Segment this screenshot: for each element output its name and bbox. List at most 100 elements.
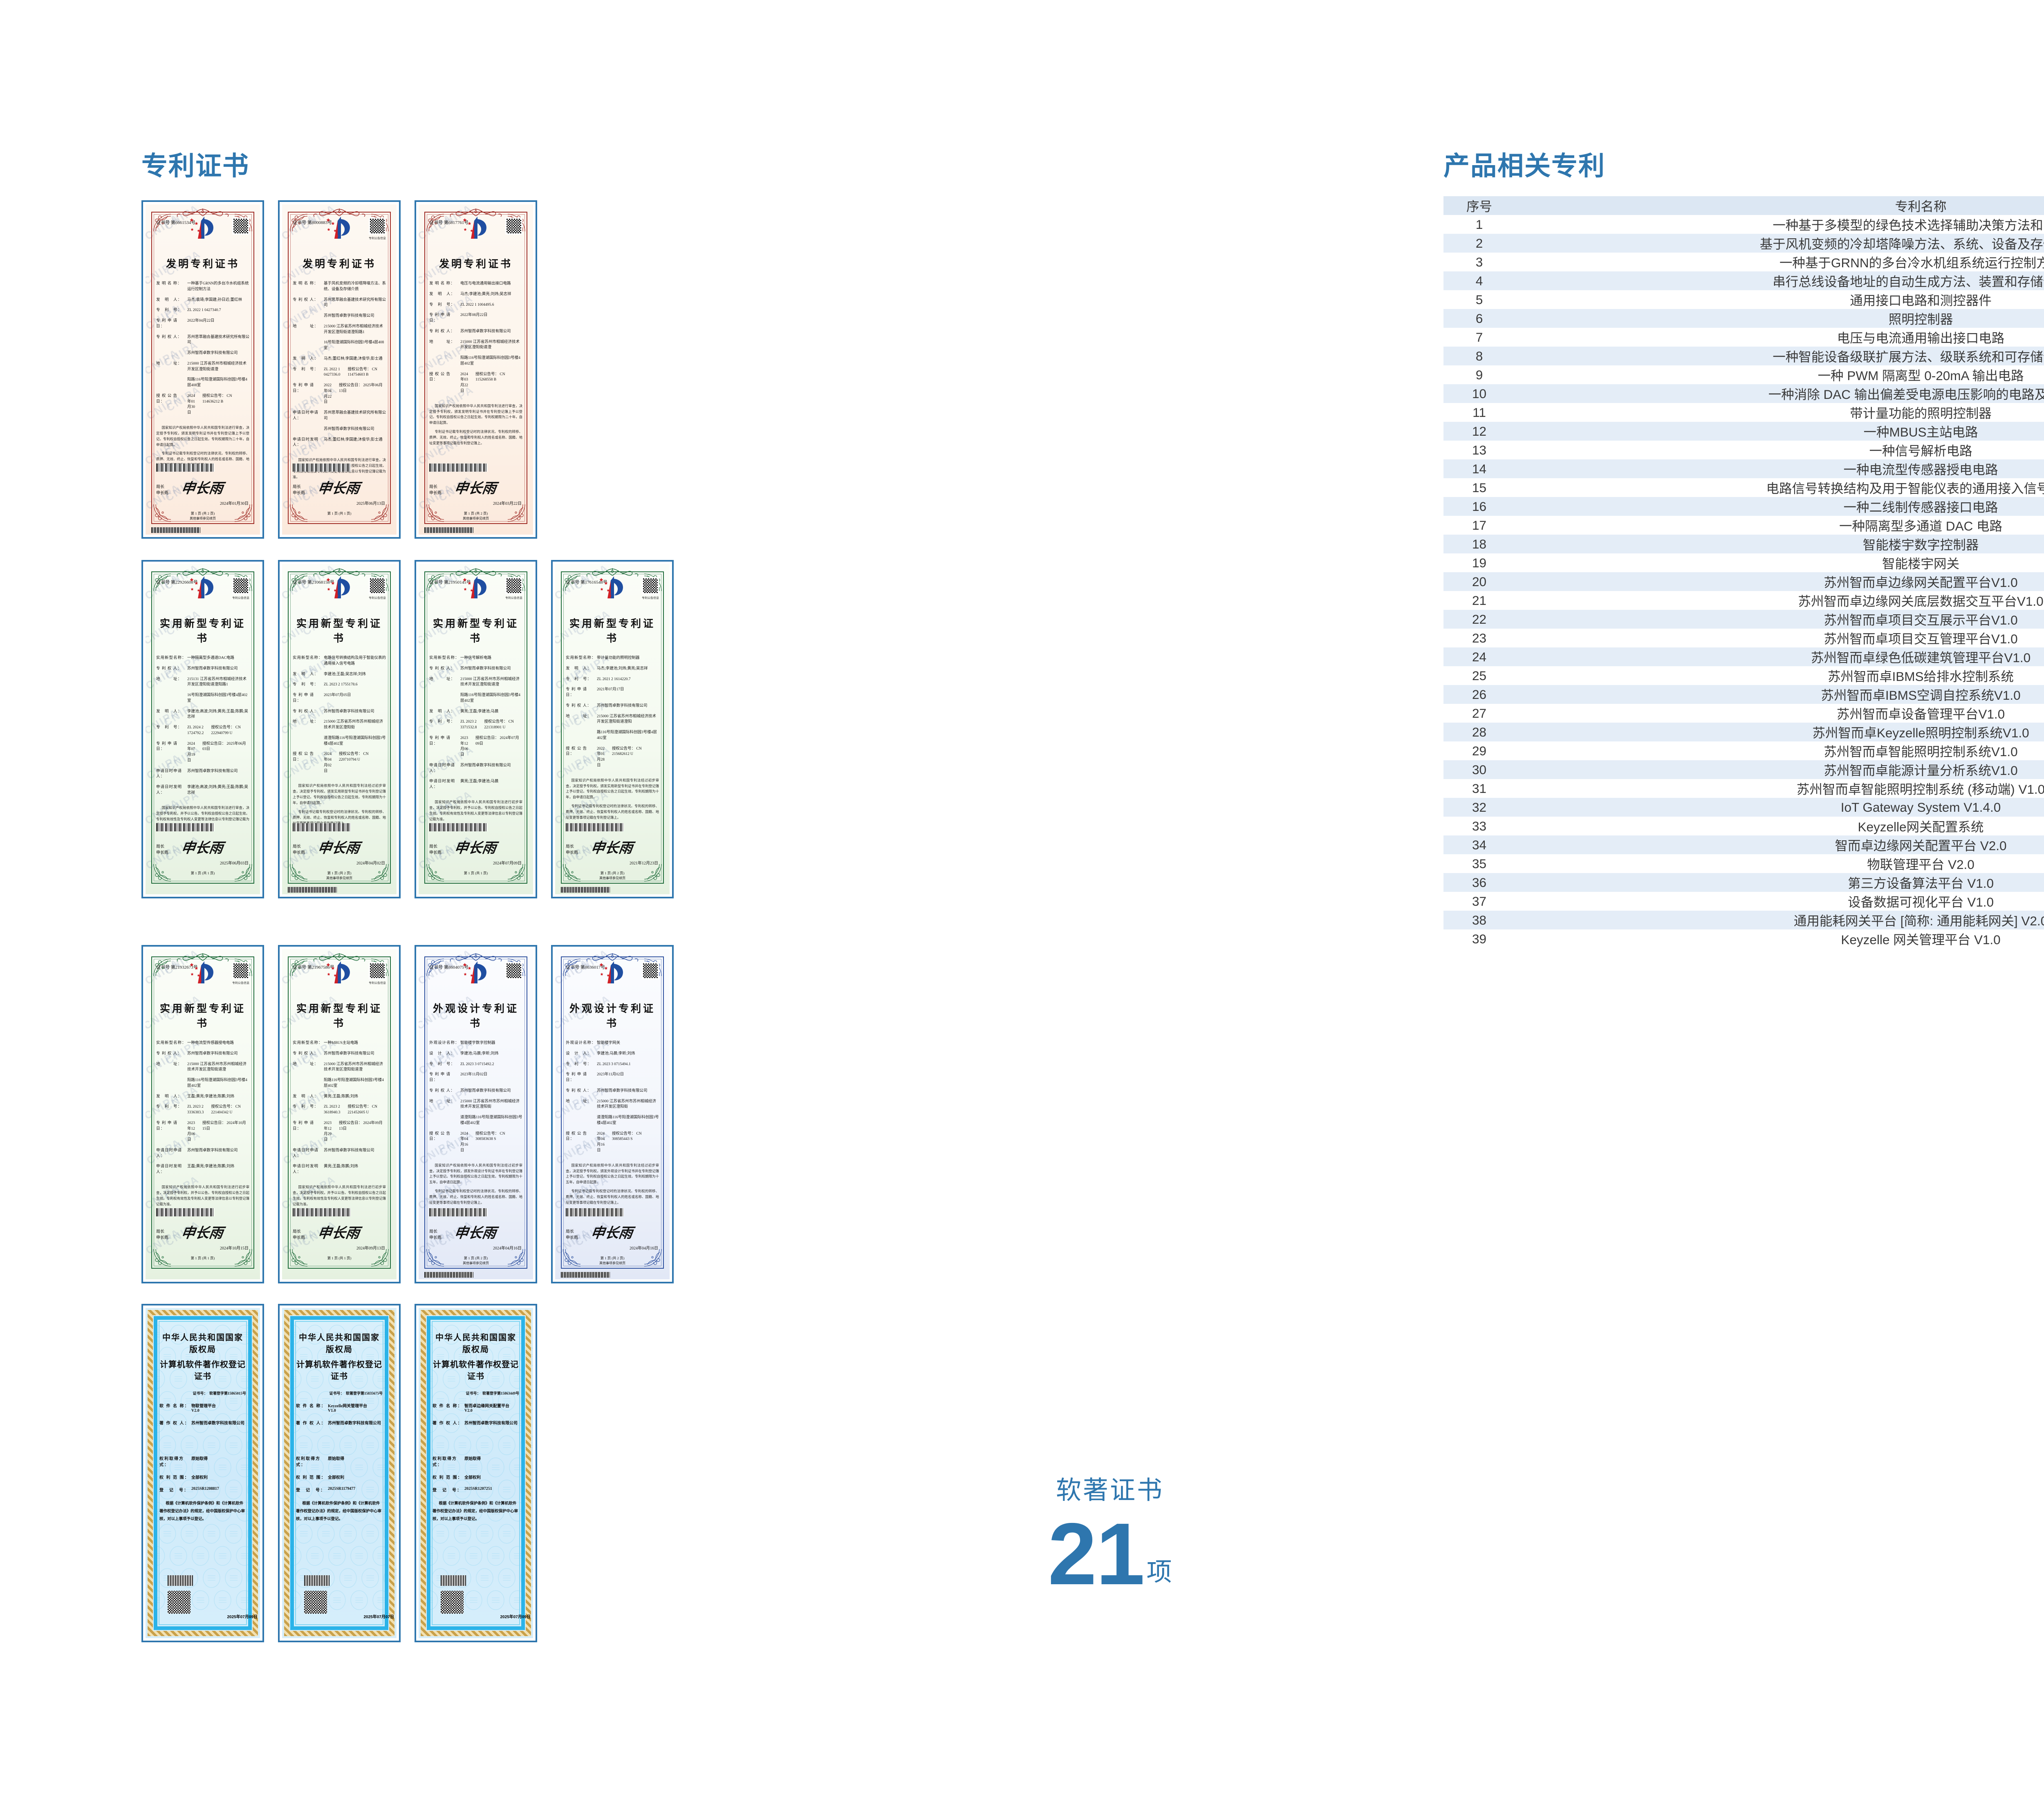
cert-field-key [566, 730, 597, 741]
certificate-card[interactable]: CNIPA CNIPA CNIPA CNIPA CNIPA CNIPA CNIPA CNIPA… [278, 945, 401, 1283]
cert-legal-paragraph: 国家知识产权局依照中华人民共和国专利法经过初步审查，决定授予专利权，颁发外观设计… [429, 1163, 522, 1184]
certificate-legal-text: 国家知识产权局依照中华人民共和国专利法进行审查，决定授予专利权，颁发发明专利证书… [429, 403, 522, 446]
ornament-corner-icon [507, 864, 525, 882]
cert-field-spacer [159, 1426, 246, 1449]
frame-cyan-band [290, 1316, 388, 1630]
certificate-page-note: 第 1 页 (共 1 页) [191, 1256, 215, 1260]
issue-date: 2024年10月15日 [220, 1246, 249, 1251]
cell-patent-name: 第三方设备算法平台 V1.0 [1847, 876, 1994, 891]
cert-field-value: 2025SR1208817 [191, 1487, 219, 1491]
certificate-number: 证书号： 软著登字第15863449号 [466, 1391, 519, 1395]
qr-code-icon [369, 217, 386, 235]
certificate-fields: 外观设计名称： 智能楼宇数字控制器设 计 人： 李建池;马晨;李昕;刘炜专 利 号：… [429, 1041, 522, 1154]
certificate-card[interactable]: CNIPA CNIPA CNIPA CNIPA CNIPA CNIPA CNIPA CNIPA… [141, 560, 264, 898]
certificate-header: 证书号 第22926608号 专利公告信息 [156, 575, 249, 615]
qr-code-caption: 专利公告信息 [369, 596, 386, 600]
cert-field-value: 李建池;马晨;李昕;刘炜 [460, 1051, 499, 1056]
cert-field-value: ZL 2023 3 0715492.2 [460, 1062, 494, 1066]
certificate-card[interactable]: CNIPA CNIPA CNIPA CNIPA CNIPA CNIPA CNIPA CNIPA… [415, 200, 537, 539]
cell-index: 18 [1472, 536, 1487, 551]
ornament-corner-icon [371, 504, 389, 522]
cert-field-value: 2023年12月29日 [324, 1121, 332, 1142]
certificate-card[interactable]: CNIPA CNIPA CNIPA CNIPA CNIPA CNIPA CNIPA CNIPA… [141, 945, 264, 1283]
cert-field: 申请日时发明人： 王磊;黄亮;李建池;陈鹏;刘炜 [156, 1164, 249, 1176]
signer-name: 申长雨 [566, 851, 578, 855]
cert-field-value-secondary: 授权公告日： 2024年10月15日 [202, 1121, 246, 1131]
cert-field-value: 2023年11月02日 [597, 1073, 624, 1077]
cert-field-value: 苏州智而卓数字科技有限公司 [460, 1088, 511, 1093]
issue-date: 2025年07月07日 [363, 1615, 394, 1619]
cert-field-key: 设 计 人： [566, 1051, 592, 1056]
cert-field: 外观设计名称： 智能楼宇数字控制器 [429, 1041, 522, 1046]
table-row: 11带计量功能的照明控制器实用新型 [1443, 403, 2044, 422]
cert-field-value: 道澄阳路116号阳澄湖国际科创园3号楼4层402室 [324, 736, 386, 746]
issue-date: 2024年04月16日 [493, 1246, 522, 1251]
certificate-number: 证书号 第6817761号 [429, 220, 469, 225]
ornament-flourish-icon [450, 208, 502, 217]
handwritten-signature: 申长雨 [316, 1225, 361, 1241]
certificate-continuation-note: 其他事项参见续页 [599, 876, 625, 880]
cert-field: 授 权 公 告 日： 2024年01月30日 授权公告号： CN 114636212… [156, 394, 249, 416]
certificate-fields: 发 明 名 称： 电压与电流通用输出接口电路发 明 人： 马杰;李建池;黄亮;刘炜;… [429, 281, 522, 394]
cert-field-key [566, 1115, 597, 1126]
certificate-card[interactable]: 中华人民共和国国家版权局 计算机软件著作权登记证书 证书号： 软著登字第158634… [415, 1304, 537, 1642]
signature-block: 局长 申长雨 [429, 844, 442, 856]
ornament-flourish-icon [313, 208, 365, 217]
certificate-ornamental-frame [561, 568, 664, 884]
certificate-title-line2: 计算机软件著作权登记证书 [296, 1360, 382, 1381]
cell-index: 27 [1472, 705, 1487, 721]
certificate-title: 实用新型专利证书 [159, 618, 246, 644]
cert-field-key: 发 明 名 称： [429, 282, 455, 286]
ornament-corner-icon [234, 1249, 252, 1267]
ornament-flourish-icon [313, 953, 365, 962]
cell-patent-name: 串行总线设备地址的自动生成方法、装置和存储介质 [1773, 274, 2044, 289]
invention-patent-row: CNIPA CNIPA CNIPA CNIPA CNIPA CNIPA CNIPA CNIPA… [141, 200, 537, 539]
cert-field-key: 专 利 号： [566, 1062, 592, 1066]
page-title-product-patents: 产品相关专利 [1443, 151, 1605, 181]
cert-field-value: 阳路116号阳澄湖国际科创园3号楼4层402室 [187, 1078, 247, 1088]
certificate-card[interactable]: CNIPA CNIPA CNIPA CNIPA CNIPA CNIPA CNIPA CNIPA… [278, 200, 401, 539]
cert-field-value: 原始取得 [191, 1457, 208, 1461]
certificate-card[interactable]: 中华人民共和国国家版权局 计算机软件著作权登记证书 证书号： 软著登字第158356… [278, 1304, 401, 1642]
cert-legal-paragraph: 专利证书记载专利权登记时的法律状况。专利权的转移、质押、无效、终止、恢复和专利权… [566, 1189, 659, 1205]
cell-patent-name: 苏州智而卓智能照明控制系统 (移动端) V1.0 [1796, 782, 2044, 797]
certificate-card[interactable]: CNIPA CNIPA CNIPA CNIPA CNIPA CNIPA CNIPA CNIPA… [551, 560, 674, 898]
cell-patent-name: 智能楼宇网关 [1882, 556, 1959, 571]
cert-field-key: 地 址： [429, 1099, 455, 1104]
certificate-header: 证书号 第8604075号 [429, 961, 522, 1000]
cert-field-key: 地 址： [156, 361, 182, 366]
bottom-barcode-icon [151, 527, 200, 533]
certificate-card[interactable]: CNIPA CNIPA CNIPA CNIPA CNIPA CNIPA CNIPA CNIPA… [415, 560, 537, 898]
cert-legal-paragraph: 专利证书记载专利权登记时的法律状况。专利权的转移、质押、无效、终止、恢复和专利权… [566, 804, 659, 820]
certificate-number: 证书号 第8604075号 [429, 965, 469, 970]
certificate-card[interactable]: 中华人民共和国国家版权局 计算机软件著作权登记证书 证书号： 软著登字第158650… [141, 1304, 264, 1642]
cert-field-value-secondary: 授权公告号： CN 115268558 B [475, 372, 505, 382]
certificate-card[interactable]: CNIPA CNIPA CNIPA CNIPA CNIPA CNIPA CNIPA CNIPA… [551, 945, 674, 1283]
table-row: 3一种基于GRNN的多台冷水机组系统运行控制方法发明 [1443, 253, 2044, 271]
certificate-card[interactable]: CNIPA CNIPA CNIPA CNIPA CNIPA CNIPA CNIPA CNIPA… [415, 945, 537, 1283]
cert-field-key: 专 利 号： [293, 683, 319, 687]
cert-field-key: 发 明 人： [293, 356, 319, 361]
cert-legal-paragraph: 国家知识产权局依照中华人民共和国专利法经过初步审查，决定授予专利权，颁发外观设计… [566, 1163, 659, 1184]
cert-field: 发 明 人： 王磊;黄亮;李建池;陈鹏;刘炜 [156, 1094, 249, 1100]
certificate-number: 证书号 第6661534号 [156, 220, 196, 225]
cert-field-value: 原始取得 [328, 1457, 344, 1461]
cert-field-value: 马杰;李建池;刘炜;黄亮;吴志祥 [597, 666, 648, 671]
cert-field-value: Keyzelle网关管理平台 V1.0 [328, 1404, 368, 1413]
cert-field-value: 路116号阳澄湖国际科创园3号楼4层402室 [597, 730, 657, 740]
cert-field-key: 设 计 人： [429, 1051, 455, 1056]
cell-index: 14 [1472, 461, 1487, 476]
cert-field-value-secondary: 授权公告号： CN 308585443 S [612, 1131, 642, 1142]
certificate-fields: 外观设计名称： 智能楼宇网关设 计 人： 李建池;马晨;李昕;刘炜专 利 号： ZL … [566, 1041, 659, 1154]
cert-field-key: 专 利 申 请 日： [156, 741, 178, 752]
certificate-card[interactable]: CNIPA CNIPA CNIPA CNIPA CNIPA CNIPA CNIPA CNIPA… [278, 560, 401, 898]
cert-field: 实用新型名称： 电路信号转换结构及用于智能仪表的通用接入信号电路 [293, 656, 386, 667]
cert-field: 阳路116号阳澄湖国际科创园3号楼4层402室 [429, 356, 522, 367]
certificate-card[interactable]: CNIPA CNIPA CNIPA CNIPA CNIPA CNIPA CNIPA CNIPA… [141, 200, 264, 539]
certificate-title: 实用新型专利证书 [433, 618, 519, 644]
bottom-barcode-icon [288, 887, 337, 893]
